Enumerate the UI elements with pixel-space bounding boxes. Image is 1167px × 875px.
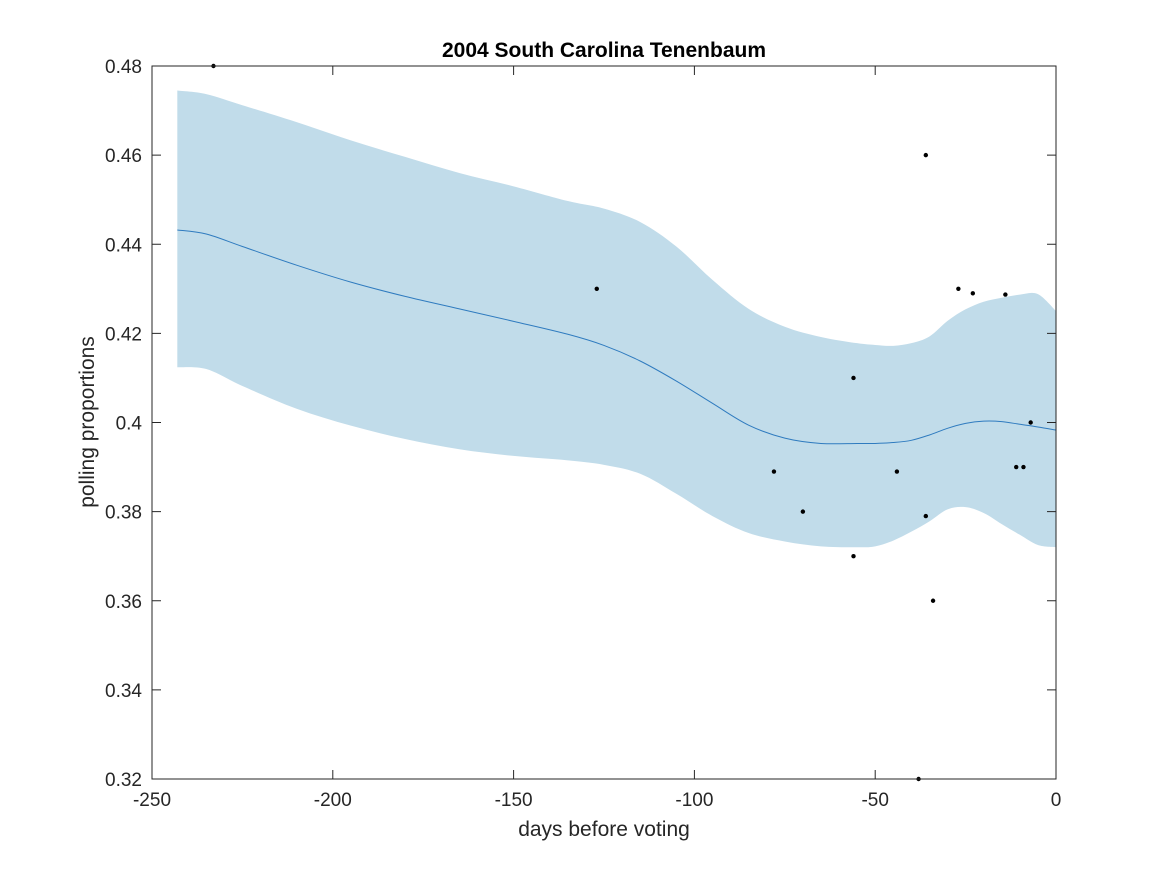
x-tick-label: -200 [314, 790, 352, 811]
data-point [923, 152, 929, 158]
y-tick-label: 0.36 [105, 592, 142, 613]
data-point [930, 598, 936, 603]
y-tick-label: 0.34 [105, 681, 142, 702]
data-point [894, 469, 900, 474]
data-point [851, 553, 856, 559]
y-tick-label: 0.46 [105, 146, 142, 167]
mean-line [177, 229, 1057, 445]
x-tick-label: 0 [1051, 790, 1062, 811]
confidence-band-layer [177, 90, 1056, 548]
y-tick-label: 0.38 [105, 503, 142, 524]
x-tick-label: -50 [861, 790, 888, 811]
data-points-layer [211, 63, 1033, 782]
data-point [1003, 292, 1008, 297]
data-point [800, 509, 806, 514]
y-axis-label: polling proportions [76, 336, 99, 508]
data-point [923, 513, 929, 519]
data-point [1021, 464, 1026, 470]
x-axis-label: days before voting [518, 818, 690, 841]
data-point [851, 375, 856, 381]
y-tick-label: 0.42 [105, 324, 142, 345]
chart-title: 2004 South Carolina Tenenbaum [442, 39, 766, 62]
data-point [1014, 464, 1019, 470]
x-tick-label: -150 [495, 790, 533, 811]
data-point [771, 469, 777, 474]
mean-line-layer [177, 229, 1057, 445]
tick-labels: -250 -200 -150 -100 -50 0 0.32 0.34 0.36 0.38 0.4 0… [105, 57, 1061, 811]
data-point [956, 286, 961, 292]
data-point [1028, 420, 1033, 425]
axes [151, 65, 1057, 780]
y-tick-label: 0.48 [105, 57, 142, 78]
x-tick-label: -250 [133, 790, 171, 811]
y-tick-label: 0.4 [116, 414, 143, 435]
x-tick-label: -100 [675, 790, 713, 811]
data-point [970, 291, 976, 296]
confidence-band [177, 90, 1056, 548]
y-tick-label: 0.44 [105, 235, 142, 256]
y-tick-label: 0.32 [105, 770, 142, 791]
data-point [594, 286, 599, 292]
